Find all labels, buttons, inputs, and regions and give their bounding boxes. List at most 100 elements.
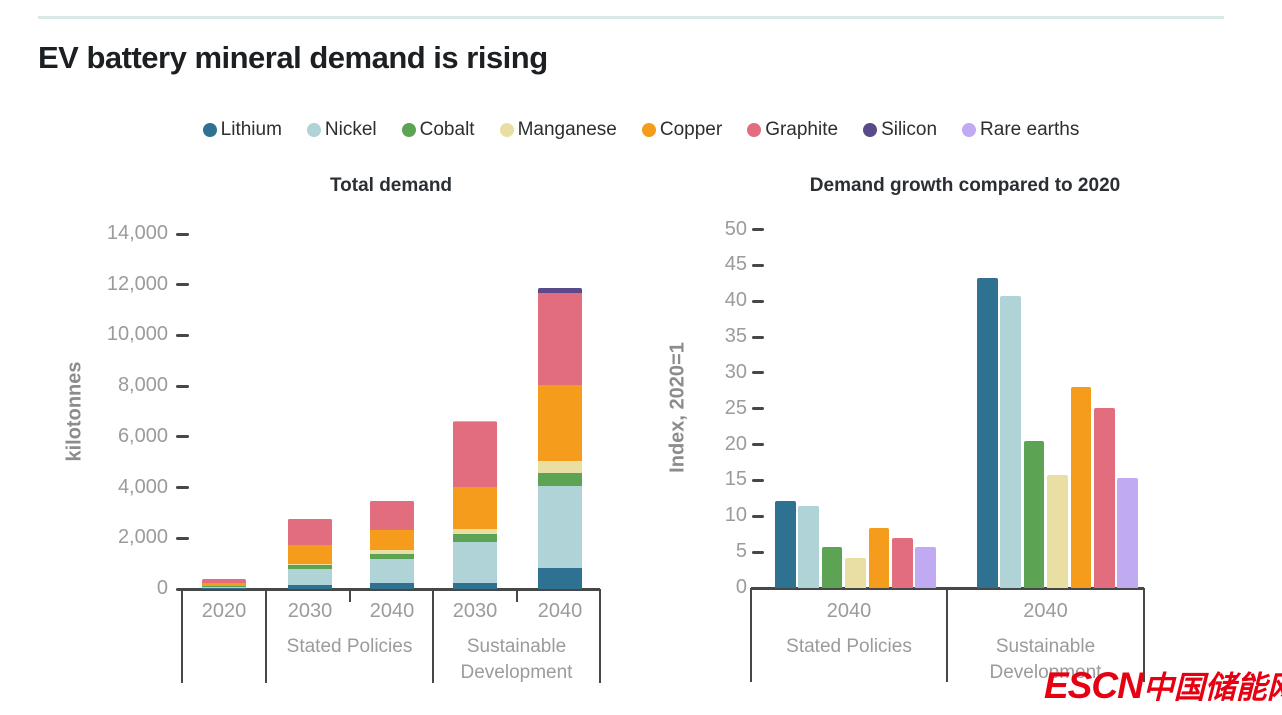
bar-cobalt-2040-stated-policies: [821, 547, 843, 588]
legend-label: Lithium: [220, 119, 282, 140]
segment-nickel: [202, 586, 246, 589]
y-tick-mark: [176, 486, 189, 490]
x-group-label-stated-policies: Stated Policies: [786, 636, 912, 657]
stacked-bar-2040-stated-policies: [370, 500, 414, 589]
segment-nickel: [538, 485, 582, 568]
segment-copper: [370, 529, 414, 551]
segment-lithium: [288, 584, 332, 589]
segment-copper: [538, 384, 582, 462]
watermark-cjk-text: 中国储能网: [1142, 670, 1282, 705]
x-year-label: 2040: [537, 600, 583, 622]
legend-dot-lithium-icon: [202, 123, 217, 137]
legend-item-graphite: Graphite: [747, 119, 838, 141]
bar-graphite-2040-stated-policies: [892, 537, 913, 588]
watermark-latin-text: ESCN: [1044, 665, 1144, 706]
legend-dot-graphite-icon: [747, 123, 762, 137]
bar-rare-earths-2040-sustainable-development: [1117, 478, 1138, 588]
legend-item-rare-earths: Rare earths: [962, 119, 1079, 141]
segment-copper: [288, 545, 332, 565]
bar-lithium-2040-sustainable-development: [977, 278, 998, 588]
y-tick-mark: [752, 371, 764, 375]
year-tick-line: [516, 590, 518, 602]
segment-silicon: [538, 288, 582, 294]
legend-dot-cobalt-icon: [401, 123, 416, 137]
y-tick-label: 12,000: [106, 272, 168, 295]
x-year-label: 2040: [826, 600, 872, 622]
legend-item-copper: Copper: [641, 119, 722, 141]
y-tick-label: 10,000: [106, 323, 168, 346]
y-tick-label: 5: [735, 540, 747, 563]
group-separator-line: [265, 589, 267, 683]
y-tick-label: 2,000: [117, 526, 168, 549]
segment-graphite: [288, 519, 332, 546]
x-year-label: 2040: [1023, 600, 1068, 622]
x-year-label: 2040: [369, 600, 415, 622]
segment-graphite: [370, 501, 414, 530]
legend-dot-copper-icon: [641, 123, 656, 137]
bar-lithium-2040-stated-policies: [775, 500, 796, 588]
group-separator-line: [946, 588, 948, 682]
y-tick-label: 10: [724, 504, 747, 527]
legend-label: Graphite: [765, 119, 839, 140]
segment-lithium: [453, 583, 497, 589]
bar-manganese-2040-sustainable-development: [1047, 475, 1068, 588]
y-tick-label: 25: [724, 396, 747, 419]
y-tick-label: 30: [724, 360, 747, 383]
segment-cobalt: [538, 473, 582, 486]
right-chart-title: Demand growth compared to 2020: [809, 175, 1121, 196]
segment-lithium: [370, 583, 414, 589]
x-axis-line: [182, 588, 600, 591]
segment-cobalt: [202, 586, 246, 587]
x-group-label-sustainable-development: Sustainable Development: [989, 636, 1102, 683]
group-separator-line: [1143, 588, 1145, 682]
bar-manganese-2040-stated-policies: [845, 557, 866, 588]
segment-copper: [202, 582, 246, 586]
legend-dot-manganese-icon: [499, 123, 514, 137]
legend-item-cobalt: Cobalt: [401, 119, 475, 141]
y-tick-mark: [752, 478, 764, 482]
legend-item-manganese: Manganese: [499, 119, 617, 141]
y-tick-label: 0: [735, 576, 747, 598]
segment-manganese: [538, 461, 582, 474]
y-tick-label: 45: [724, 253, 747, 276]
stacked-bar-2040-sustainable-development: [538, 287, 582, 589]
bar-copper-2040-sustainable-development: [1070, 386, 1092, 588]
y-tick-mark: [176, 536, 189, 540]
bar-copper-2040-stated-policies: [868, 528, 890, 588]
segment-lithium: [202, 588, 246, 589]
legend-dot-nickel-icon: [306, 123, 321, 137]
segment-copper: [453, 487, 497, 529]
segment-nickel: [370, 558, 414, 584]
legend-dot-rare-earths-icon: [962, 123, 977, 137]
bar-cobalt-2040-sustainable-development: [1023, 441, 1045, 588]
group-separator-line: [599, 589, 601, 683]
legend-item-lithium: Lithium: [202, 119, 282, 141]
segment-lithium: [538, 567, 582, 589]
group-separator-line: [181, 589, 183, 683]
y-tick-mark: [176, 384, 189, 388]
y-tick-mark: [752, 443, 764, 447]
legend-label: Rare earths: [980, 119, 1080, 140]
y-tick-label: 50: [724, 217, 747, 240]
y-tick-mark: [176, 435, 189, 439]
y-tick-label: 8,000: [117, 374, 168, 397]
segment-graphite: [202, 578, 246, 583]
y-tick-label: 4,000: [117, 475, 168, 498]
x-year-label: 2030: [452, 600, 498, 622]
y-tick-label: 15: [724, 468, 747, 491]
group-separator-line: [750, 588, 752, 682]
y-tick-mark: [752, 263, 764, 267]
x-group-label-stated-policies: Stated Policies: [286, 636, 413, 657]
top-accent-line: [38, 16, 1224, 19]
segment-silicon: [453, 421, 497, 423]
x-group-label-sustainable-development: Sustainable Development: [460, 636, 573, 683]
stacked-bar-2020: [202, 578, 246, 589]
segment-manganese: [370, 550, 414, 554]
bar-rare-earths-2040-stated-policies: [915, 547, 936, 588]
stacked-bar-2030-sustainable-development: [453, 421, 497, 589]
y-tick-mark: [176, 333, 189, 337]
left-chart-title: Total demand: [329, 175, 453, 196]
legend-label: Silicon: [881, 119, 938, 140]
group-separator-line: [432, 589, 434, 683]
